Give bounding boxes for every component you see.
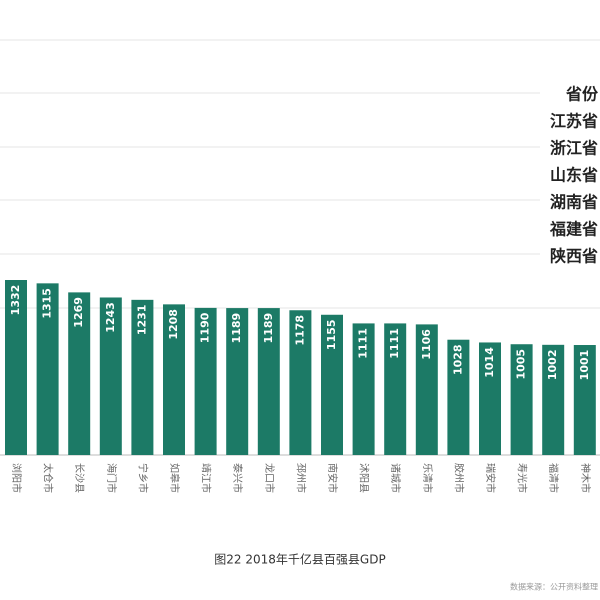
x-tick-label: 邳州市 bbox=[294, 463, 307, 493]
value-label: 1005 bbox=[515, 349, 528, 380]
value-label: 1106 bbox=[420, 329, 433, 360]
x-tick-label: 诸城市 bbox=[389, 463, 402, 493]
x-tick-label: 宁乡市 bbox=[136, 463, 149, 493]
value-label: 1111 bbox=[388, 328, 401, 359]
value-label: 1190 bbox=[199, 312, 212, 343]
bar bbox=[257, 308, 280, 455]
x-tick-label: 太仓市 bbox=[42, 463, 55, 493]
bar bbox=[163, 304, 185, 455]
bar bbox=[131, 299, 154, 455]
value-label: 1178 bbox=[293, 315, 306, 346]
value-label: 1111 bbox=[357, 328, 370, 359]
bar bbox=[289, 310, 312, 455]
x-tick-label: 南安市 bbox=[326, 463, 339, 493]
bar bbox=[226, 308, 249, 455]
x-tick-label: 长沙县 bbox=[73, 463, 85, 493]
bar bbox=[194, 307, 217, 455]
value-label: 1014 bbox=[483, 347, 496, 378]
x-tick-label: 泰兴市 bbox=[231, 463, 244, 493]
x-tick-label: 龙口市 bbox=[263, 463, 276, 493]
bar bbox=[36, 283, 59, 455]
value-label: 1231 bbox=[135, 305, 148, 336]
value-label: 1315 bbox=[41, 288, 54, 319]
x-tick-label: 沭阳县 bbox=[358, 463, 370, 493]
bar bbox=[447, 339, 470, 455]
value-label: 1001 bbox=[578, 350, 591, 381]
x-tick-label: 海门市 bbox=[105, 463, 118, 493]
x-tick-label: 瑞安市 bbox=[484, 463, 497, 493]
x-tick-label: 靖江市 bbox=[200, 463, 213, 493]
bar bbox=[479, 342, 501, 455]
value-label: 1208 bbox=[167, 309, 180, 340]
bar bbox=[573, 345, 596, 455]
chart-title: 图22 2018年千亿县百强县GDP bbox=[214, 552, 385, 567]
bar bbox=[321, 314, 343, 455]
bar bbox=[5, 280, 27, 455]
legend-box bbox=[540, 80, 600, 270]
value-label: 1028 bbox=[451, 344, 464, 375]
value-label: 1243 bbox=[104, 302, 117, 333]
legend-title: 省份 bbox=[565, 85, 599, 104]
bar bbox=[415, 324, 438, 455]
x-tick-label: 乐清市 bbox=[421, 463, 434, 493]
x-tick-label: 福清市 bbox=[547, 463, 560, 493]
bar bbox=[384, 323, 407, 455]
legend-label: 浙江省 bbox=[550, 139, 598, 158]
value-label: 1332 bbox=[9, 285, 22, 316]
value-label: 1189 bbox=[230, 313, 243, 344]
bar bbox=[352, 323, 375, 455]
value-label: 1269 bbox=[72, 297, 85, 328]
source: 数据来源：公开资料整理 bbox=[510, 582, 598, 592]
legend-label: 陕西省 bbox=[550, 247, 598, 266]
x-tick-label: 浏阳市 bbox=[10, 463, 23, 493]
value-label: 1189 bbox=[262, 313, 275, 344]
value-label: 1155 bbox=[325, 319, 338, 350]
bar bbox=[68, 292, 91, 455]
bar bbox=[99, 297, 122, 455]
legend-label: 湖南省 bbox=[550, 193, 598, 212]
legend-label: 山东省 bbox=[550, 166, 598, 185]
bar bbox=[510, 344, 533, 455]
legend-label: 江苏省 bbox=[550, 112, 598, 131]
x-tick-label: 如皋市 bbox=[168, 463, 181, 493]
x-tick-label: 寿光市 bbox=[516, 463, 529, 493]
x-tick-label: 胶州市 bbox=[452, 463, 465, 493]
value-label: 1002 bbox=[546, 350, 559, 381]
bar bbox=[542, 344, 565, 455]
x-tick-label: 神木市 bbox=[579, 463, 592, 493]
legend-label: 福建省 bbox=[549, 220, 598, 239]
